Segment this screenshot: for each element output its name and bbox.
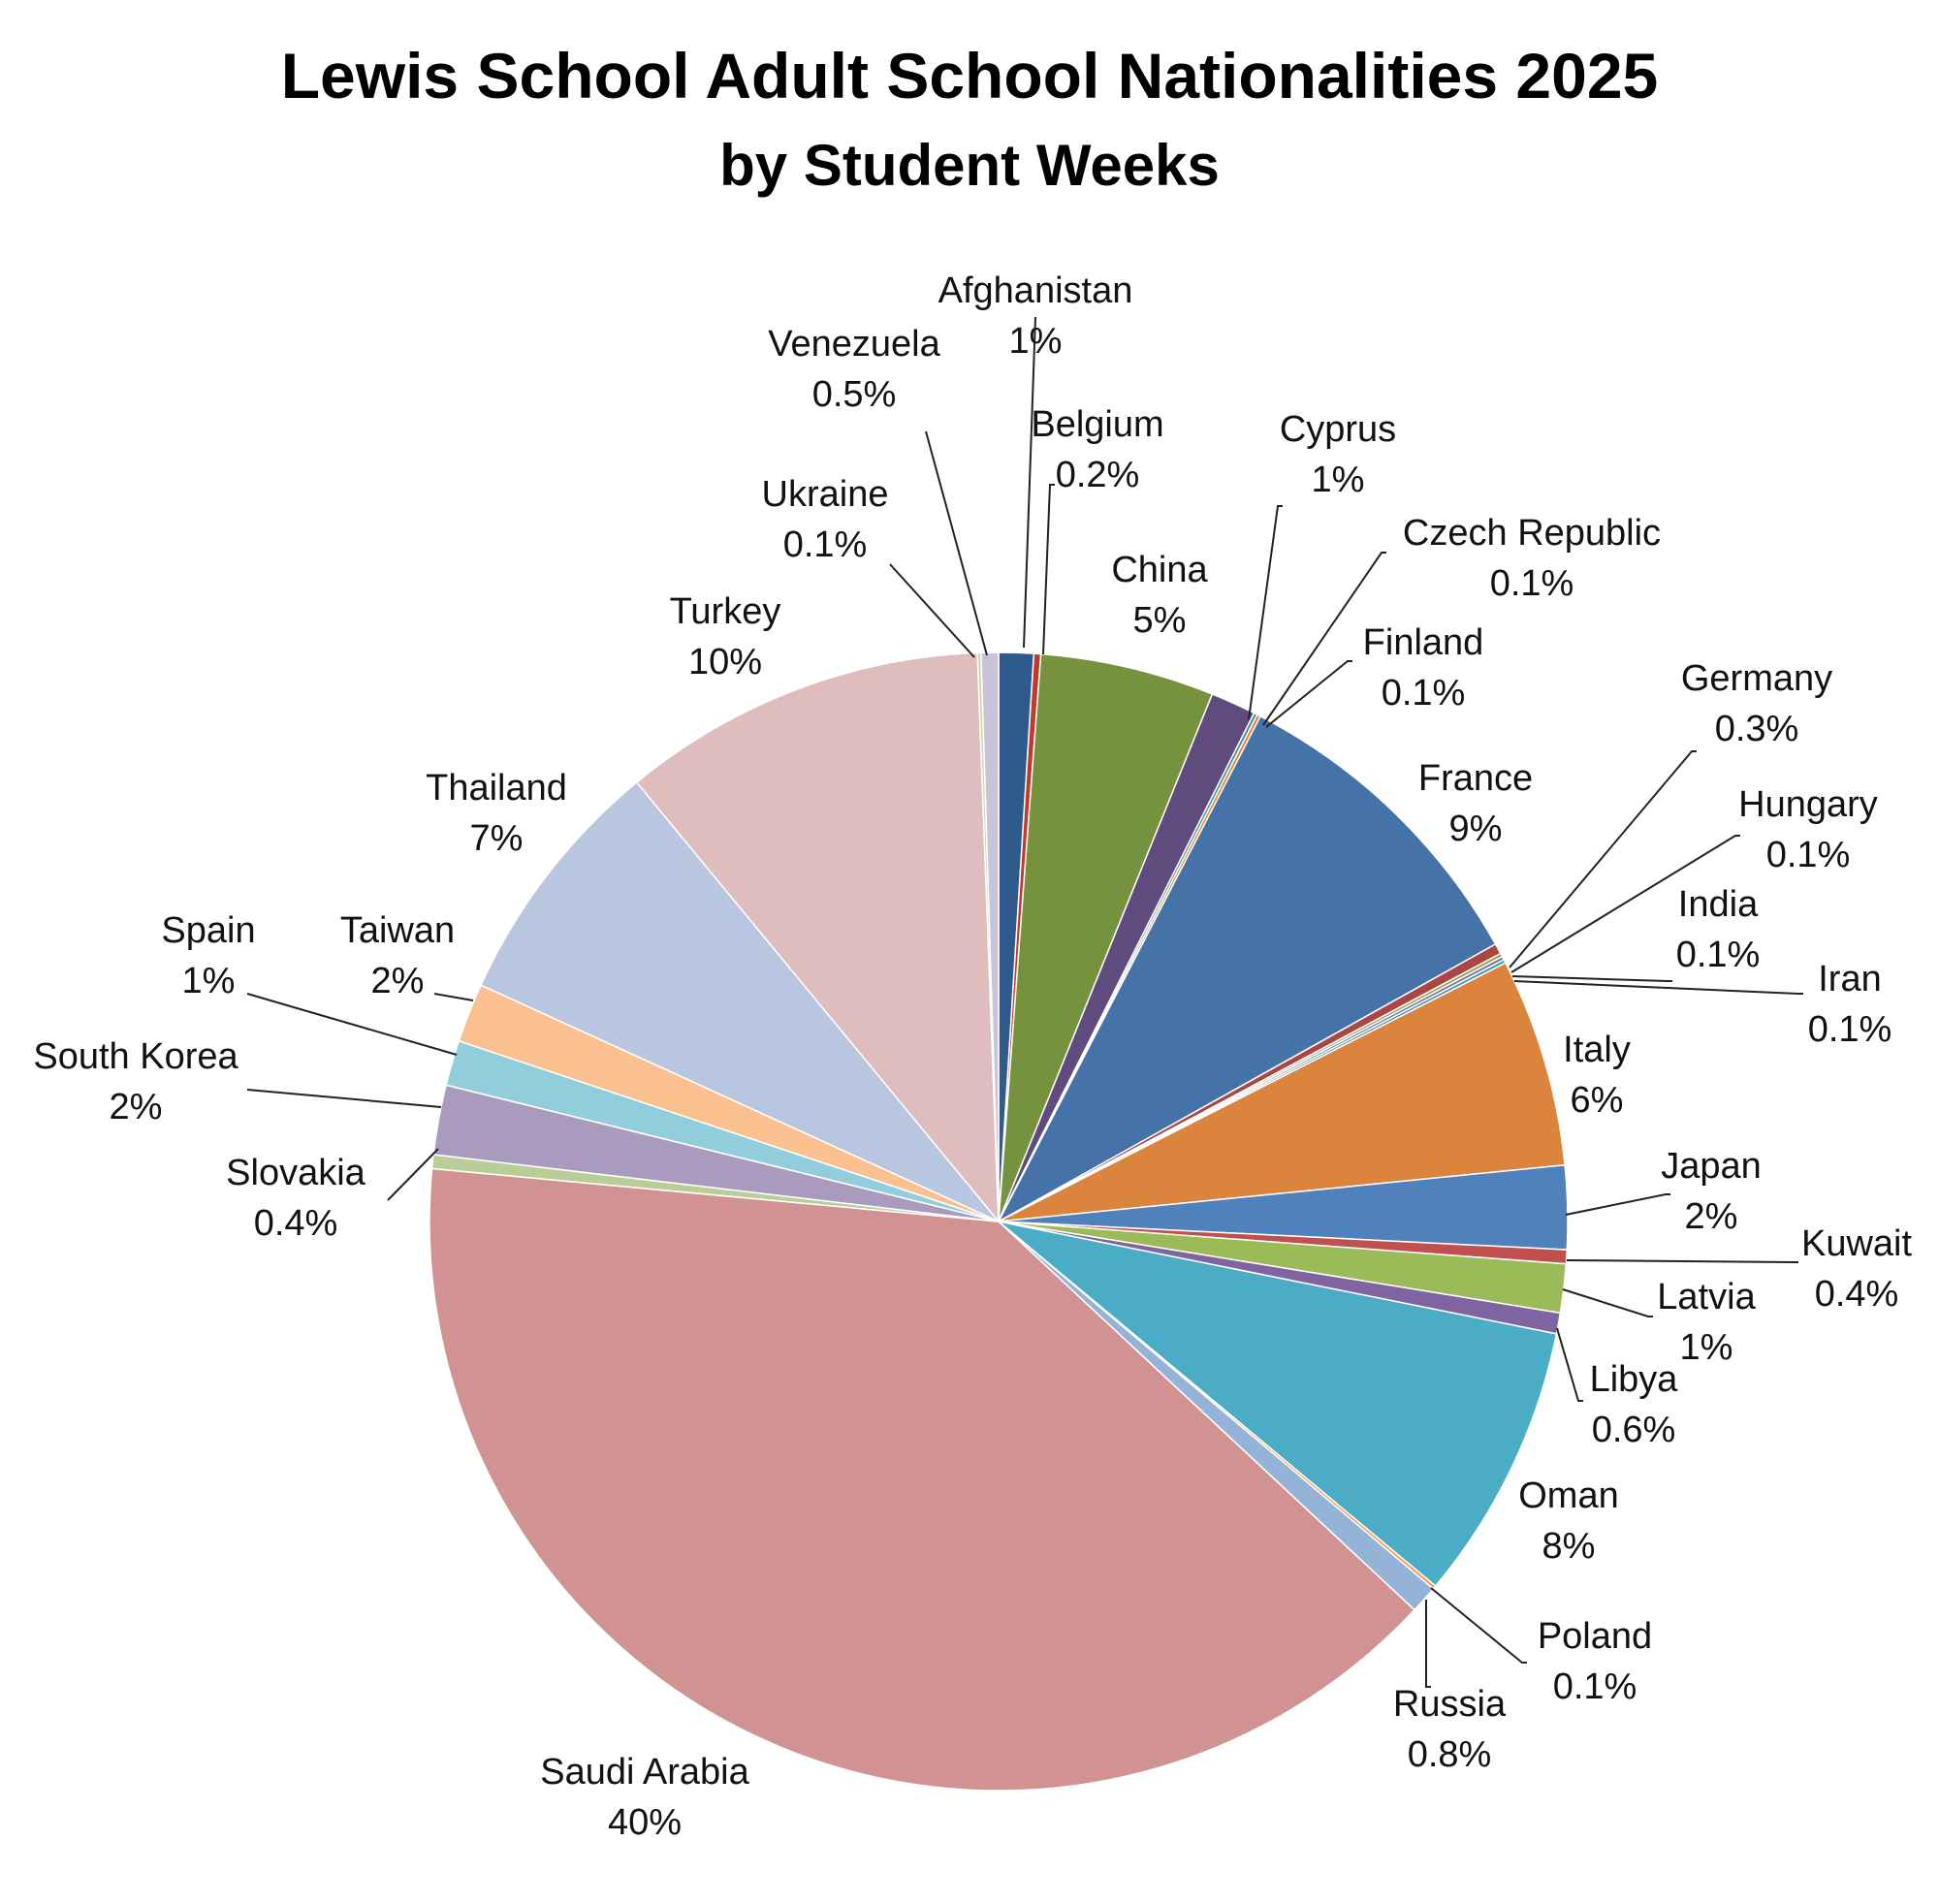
label-name-russia: Russia — [1393, 1684, 1507, 1725]
label-name-poland: Poland — [1538, 1616, 1652, 1657]
leader-hungary — [1510, 835, 1740, 973]
label-pct-finland: 0.1% — [1382, 673, 1466, 714]
label-name-france: France — [1418, 758, 1533, 799]
label-name-china: China — [1111, 550, 1208, 590]
label-pct-germany: 0.3% — [1715, 709, 1799, 749]
label-name-japan: Japan — [1661, 1146, 1762, 1187]
label-name-taiwan: Taiwan — [340, 910, 455, 951]
label-name-oman: Oman — [1518, 1476, 1618, 1516]
leader-ukraine — [889, 563, 975, 658]
slice-thailand — [480, 780, 1000, 1222]
label-pct-france: 9% — [1449, 809, 1503, 849]
label-name-venezuela: Venezuela — [768, 324, 940, 365]
leader-germany — [1509, 750, 1697, 968]
label-name-hungary: Hungary — [1738, 784, 1878, 825]
label-name-thailand: Thailand — [426, 768, 567, 809]
label-name-afghanistan: Afghanistan — [938, 270, 1133, 311]
label-pct-poland: 0.1% — [1553, 1666, 1637, 1707]
leader-india — [1511, 975, 1672, 982]
label-pct-belgium: 0.2% — [1056, 455, 1140, 495]
label-name-india: India — [1678, 884, 1759, 925]
label-pct-latvia: 1% — [1680, 1327, 1733, 1368]
label-pct-libya: 0.6% — [1592, 1410, 1676, 1450]
label-pct-japan: 2% — [1685, 1196, 1738, 1237]
label-name-slovakia: Slovakia — [226, 1153, 366, 1193]
label-pct-india: 0.1% — [1676, 935, 1761, 975]
slice-labels: Afghanistan 1% Belgium 0.2% China 5% Cyprus 1% C… — [33, 270, 1912, 1843]
label-name-italy: Italy — [1563, 1030, 1631, 1070]
label-pct-ukraine: 0.1% — [783, 524, 868, 565]
label-pct-venezuela: 0.5% — [812, 374, 897, 415]
label-pct-south-korea: 2% — [110, 1087, 163, 1127]
label-name-latvia: Latvia — [1657, 1277, 1756, 1317]
leader-belgium — [1042, 484, 1055, 655]
label-pct-taiwan: 2% — [371, 961, 425, 1001]
chart-subtitle: by Student Weeks — [719, 133, 1220, 198]
leader-iran — [1513, 980, 1803, 995]
label-pct-saudi-arabia: 40% — [608, 1802, 682, 1843]
leader-latvia — [1562, 1288, 1653, 1317]
leader-spain — [246, 993, 458, 1056]
label-pct-cyprus: 1% — [1312, 460, 1365, 500]
label-name-finland: Finland — [1363, 622, 1484, 663]
leader-libya — [1556, 1327, 1583, 1402]
label-pct-china: 5% — [1133, 600, 1187, 641]
label-name-saudi-arabia: Saudi Arabia — [540, 1752, 749, 1793]
slice-oman — [998, 1221, 1558, 1588]
leader-finland — [1265, 660, 1352, 728]
label-name-south-korea: South Korea — [33, 1036, 238, 1077]
label-name-iran: Iran — [1818, 959, 1881, 1000]
slice-venezuela — [980, 651, 1000, 1222]
label-pct-thailand: 7% — [470, 818, 524, 859]
leader-cyprus — [1248, 505, 1283, 720]
leader-poland — [1430, 1587, 1527, 1664]
slice-saudi-arabia — [429, 1167, 1416, 1792]
leader-czech-republic — [1262, 552, 1386, 726]
label-pct-iran: 0.1% — [1808, 1009, 1892, 1050]
slice-turkey — [635, 651, 1000, 1224]
label-name-libya: Libya — [1590, 1359, 1679, 1400]
label-pct-italy: 6% — [1571, 1080, 1624, 1121]
leader-lines — [246, 316, 1803, 1688]
leader-russia — [1425, 1600, 1431, 1688]
label-name-cyprus: Cyprus — [1280, 409, 1396, 450]
label-name-spain: Spain — [161, 910, 255, 951]
pie-slices — [429, 651, 1569, 1792]
label-pct-afghanistan: 1% — [1009, 321, 1063, 362]
leader-venezuela — [925, 430, 988, 656]
leader-japan — [1565, 1193, 1670, 1216]
label-pct-spain: 1% — [182, 961, 236, 1001]
label-pct-czech-republic: 0.1% — [1490, 563, 1574, 604]
slice-italy — [998, 962, 1566, 1222]
chart-title: Lewis School Adult School Nationalities … — [280, 40, 1659, 111]
label-name-germany: Germany — [1681, 658, 1832, 699]
leader-taiwan — [433, 993, 474, 1001]
label-name-czech-republic: Czech Republic — [1403, 513, 1661, 554]
label-name-belgium: Belgium — [1031, 404, 1163, 445]
leader-afghanistan — [1023, 316, 1036, 649]
label-name-turkey: Turkey — [670, 591, 781, 632]
slice-china — [998, 652, 1214, 1222]
leader-slovakia — [387, 1148, 439, 1201]
label-pct-russia: 0.8% — [1408, 1734, 1492, 1775]
label-pct-oman: 8% — [1542, 1526, 1596, 1567]
label-name-kuwait: Kuwait — [1801, 1223, 1912, 1264]
leader-kuwait — [1566, 1259, 1798, 1263]
label-pct-slovakia: 0.4% — [254, 1203, 338, 1244]
label-pct-hungary: 0.1% — [1766, 835, 1851, 875]
label-name-ukraine: Ukraine — [762, 474, 889, 515]
label-pct-turkey: 10% — [688, 642, 762, 682]
leader-south-korea — [246, 1089, 442, 1108]
slice-france — [997, 714, 1497, 1223]
label-pct-kuwait: 0.4% — [1815, 1274, 1899, 1315]
